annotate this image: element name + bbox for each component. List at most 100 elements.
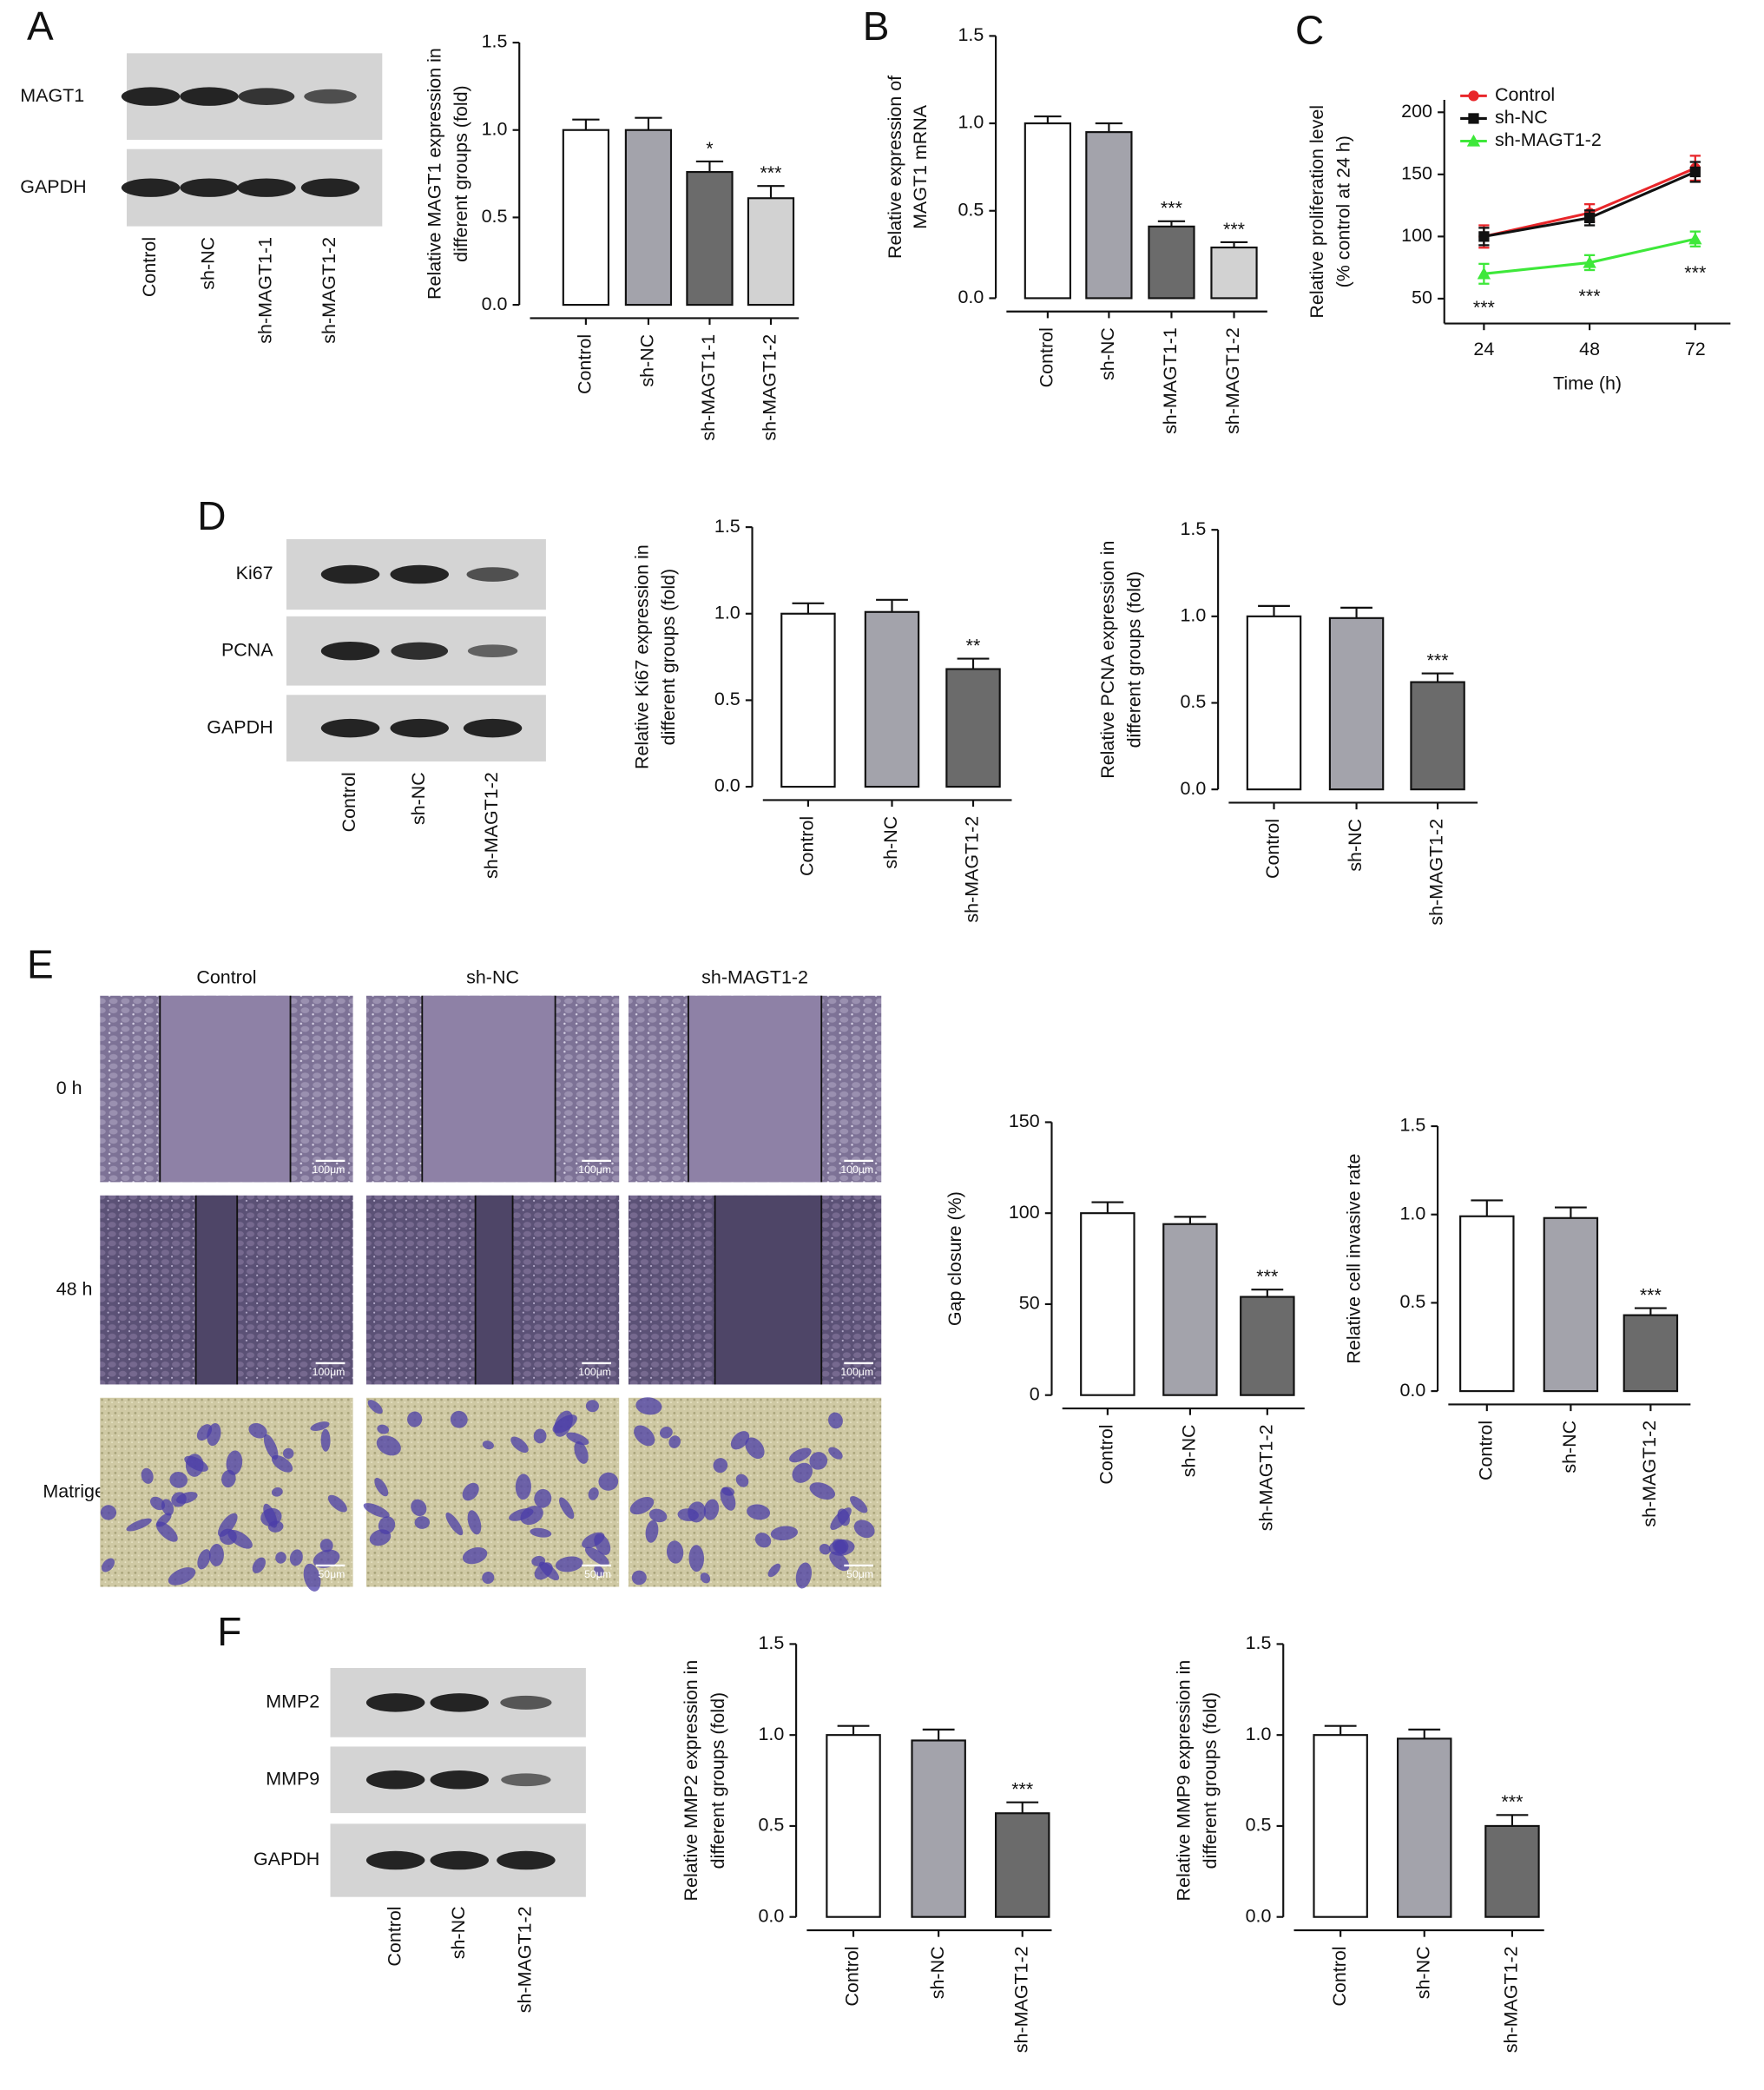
invaded-cell [260,1507,282,1526]
invaded-cell [754,1533,772,1548]
lane-label: sh-NC [198,237,219,290]
y-tick-label: 1.5 [482,31,508,52]
y-axis-label: Relative expression of [885,76,905,259]
x-tick-label: sh-MAGT1-2 [1010,1946,1031,2053]
legend-label: sh-MAGT1-2 [1495,129,1602,150]
panel-label: E [27,942,54,987]
invaded-cell [282,1447,294,1459]
legend-label: sh-NC [1495,107,1548,128]
invaded-cell [660,1426,673,1439]
y-tick-label: 1.0 [1246,1724,1272,1744]
invaded-cell [688,1545,705,1572]
invaded-cell [634,1425,655,1447]
significance: *** [1011,1779,1034,1800]
x-tick-label: Control [575,334,596,394]
invaded-cell [588,1487,599,1500]
column-label: Control [196,967,256,988]
blot-band [365,1850,425,1870]
y-tick-label: 1.5 [1399,1115,1425,1136]
invaded-cell [310,1421,330,1432]
blot-band [463,718,523,738]
invaded-cell [219,1528,237,1546]
invaded-cell [221,1469,236,1488]
bar [1240,1296,1295,1396]
significance: *** [1256,1266,1279,1287]
invaded-cell [530,1527,552,1538]
invaded-cell [411,1499,427,1517]
blot-band [430,1770,489,1790]
y-tick-label: 100 [1009,1202,1040,1223]
significance: *** [1579,286,1602,307]
lane-label: sh-MAGT1-1 [255,237,276,344]
bar [624,129,673,307]
invaded-cell [207,1422,221,1447]
invaded-cell [745,1437,765,1460]
invaded-cell [703,1499,720,1520]
x-tick-label: sh-MAGT1-1 [1160,327,1181,434]
invaded-cell [720,1487,736,1511]
invaded-cell [792,1462,813,1483]
invaded-cell [445,1512,464,1536]
y-tick-label: 1.5 [714,516,740,537]
blot-band [497,1850,556,1870]
x-tick-label: sh-NC [1559,1421,1580,1474]
invaded-cell [730,1431,750,1450]
y-axis-label: Gap closure (%) [945,1191,965,1326]
x-tick-label: sh-NC [880,816,901,869]
invaded-cell [101,1558,115,1572]
y-axis-label: different groups (fold) [1124,571,1145,748]
invaded-cell [666,1540,684,1564]
y-tick-label: 0.0 [1246,1905,1272,1926]
y-tick-label: 0.5 [1246,1815,1272,1836]
blot-band [430,1693,489,1712]
scale-bar-label: 50μm [584,1568,611,1580]
y-tick-label: 0.0 [958,287,984,307]
point [1477,267,1491,280]
bar [1622,1314,1679,1393]
lane-label: sh-MAGT1-2 [515,1906,536,2013]
panel-label: B [863,3,890,49]
y-tick-label: 1.5 [758,1632,784,1653]
y-tick-label: 0.5 [758,1815,784,1836]
invaded-cell [668,1435,681,1448]
lane-label: sh-NC [408,772,429,825]
x-tick-label: sh-MAGT1-2 [1426,819,1447,926]
y-tick-label: 0.5 [1180,691,1206,712]
panel-label: F [217,1609,241,1654]
micrograph [365,1397,620,1587]
point [1688,232,1702,245]
invaded-cell [313,1549,340,1568]
invaded-cell [367,1400,383,1414]
wound-gap [195,1195,238,1385]
invaded-cell [378,1516,396,1534]
y-tick-label: 150 [1009,1111,1040,1131]
blot-band [121,178,181,197]
y-axis-label: Relative PCNA expression in [1097,541,1118,779]
x-axis-label: Time (h) [1553,373,1622,394]
lane-label: sh-NC [448,1906,469,1959]
bar [826,1734,881,1918]
invaded-cell [141,1467,154,1484]
y-axis-label: different groups (fold) [451,85,471,262]
invaded-cell [594,1566,604,1577]
invaded-cell [809,1482,836,1500]
invaded-cell [482,1572,495,1585]
invaded-cell [510,1436,529,1454]
x-tick-label: Control [797,816,818,876]
row-label: Matrigel [43,1480,109,1501]
y-tick-label: 50 [1019,1293,1040,1314]
x-tick-label: Control [1475,1421,1496,1480]
bar [1410,681,1465,791]
legend-label: Control [1495,84,1555,105]
blot-band [430,1850,489,1870]
bar [1246,615,1302,791]
point [1689,166,1701,178]
y-axis-label: Relative MMP2 expression in [681,1660,701,1902]
y-axis-label: Relative cell invasive rate [1344,1154,1365,1364]
y-tick-label: 1.0 [1180,605,1206,626]
bar [780,612,836,788]
x-tick-label: sh-NC [1345,819,1366,872]
y-axis-label: Relative Ki67 expression in [631,544,652,769]
blot-band [501,1773,551,1787]
y-axis-label: Relative proliferation level [1307,105,1327,319]
